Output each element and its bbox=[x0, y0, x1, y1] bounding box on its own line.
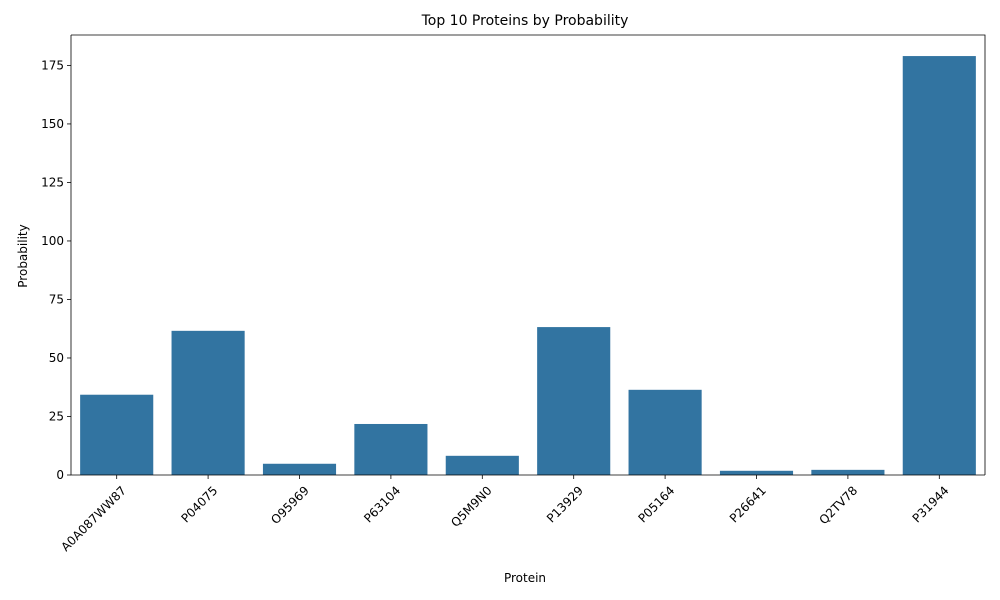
y-tick-label: 0 bbox=[56, 468, 64, 482]
x-tick-label-P26641: P26641 bbox=[727, 483, 769, 525]
x-tick-label-P31944: P31944 bbox=[910, 483, 952, 525]
y-axis: 0 25 50 75 100 125 150 175 bbox=[41, 58, 71, 482]
bar-O95969 bbox=[262, 463, 337, 475]
y-tick-label: 125 bbox=[41, 175, 64, 189]
y-tick-label: 150 bbox=[41, 117, 64, 131]
x-tick-label-A0A087WW87: A0A087WW87 bbox=[58, 483, 129, 554]
x-axis: A0A087WW87 P04075 O95969 P63104 Q5M9N0 P13929… bbox=[58, 475, 952, 554]
bars-group bbox=[80, 56, 976, 475]
y-tick-label: 25 bbox=[49, 409, 64, 423]
plot-frame bbox=[70, 34, 986, 476]
bar-P04075 bbox=[171, 330, 245, 475]
y-axis-label: Probability bbox=[16, 224, 30, 287]
x-tick-label-P05164: P05164 bbox=[635, 483, 677, 525]
bar-P63104 bbox=[354, 423, 428, 475]
x-tick-label-O95969: O95969 bbox=[268, 483, 312, 527]
bar-Q2TV78 bbox=[811, 469, 885, 475]
bar-P31944 bbox=[902, 56, 976, 475]
bar-P26641 bbox=[719, 470, 794, 475]
bar-P05164 bbox=[628, 389, 702, 475]
x-axis-label: Protein bbox=[504, 571, 546, 585]
chart-title: Top 10 Proteins by Probability bbox=[421, 13, 629, 29]
y-tick-label: 50 bbox=[49, 351, 64, 365]
bar-Q5M9N0 bbox=[445, 455, 519, 475]
x-tick-label-Q2TV78: Q2TV78 bbox=[816, 483, 860, 527]
bar-A0A087WW87 bbox=[80, 394, 154, 475]
y-tick-label: 100 bbox=[41, 234, 64, 248]
x-tick-label-P63104: P63104 bbox=[361, 483, 403, 525]
y-tick-label: 175 bbox=[41, 58, 64, 72]
x-tick-label-P04075: P04075 bbox=[178, 483, 220, 525]
x-tick-label-P13929: P13929 bbox=[544, 483, 586, 525]
y-tick-label: 75 bbox=[49, 292, 64, 306]
bar-P13929 bbox=[537, 327, 611, 475]
x-tick-label-Q5M9N0: Q5M9N0 bbox=[448, 483, 494, 529]
